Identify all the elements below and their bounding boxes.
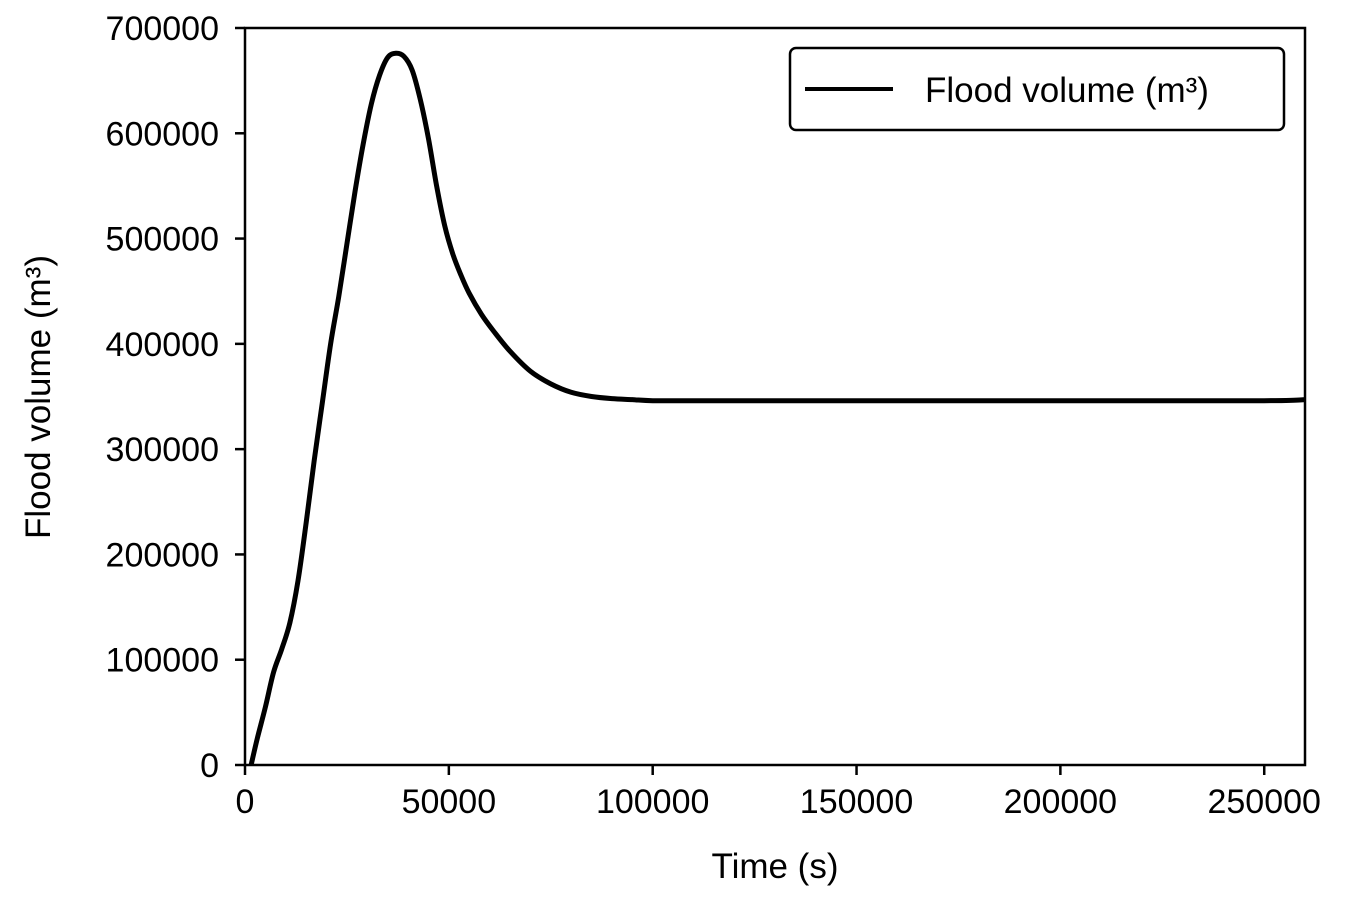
y-tick-label: 500000: [106, 221, 219, 259]
plot-area-frame: [243, 26, 1307, 767]
legend-box: [788, 46, 1286, 132]
x-tick-label: 200000: [1004, 783, 1117, 821]
x-axis-ticks: 0 50000 100000 150000 200000 250000: [236, 765, 1321, 821]
y-axis-ticks: 0 100000 200000 300000 400000 500000 600000 700…: [106, 10, 245, 785]
y-tick-label: 0: [200, 747, 219, 785]
series-layer: [248, 50, 1306, 766]
y-tick-label: 400000: [106, 326, 219, 364]
y-tick-label: 300000: [106, 431, 219, 469]
y-tick-label: 200000: [106, 536, 219, 574]
x-axis-title: Time (s): [711, 847, 838, 886]
legend: Flood volume (m³): [788, 46, 1286, 132]
x-tick-label: 150000: [800, 783, 913, 821]
x-tick-label: 50000: [402, 783, 497, 821]
x-tick-label: 0: [236, 783, 255, 821]
legend-label: Flood volume (m³): [925, 71, 1209, 110]
y-tick-label: 100000: [106, 642, 219, 680]
y-tick-label: 700000: [106, 10, 219, 48]
x-tick-label: 250000: [1207, 783, 1320, 821]
x-tick-label: 100000: [596, 783, 709, 821]
series-line-flood-volume: [248, 50, 1306, 766]
y-tick-label: 600000: [106, 115, 219, 153]
y-axis-title: Flood volume (m³): [19, 255, 58, 539]
